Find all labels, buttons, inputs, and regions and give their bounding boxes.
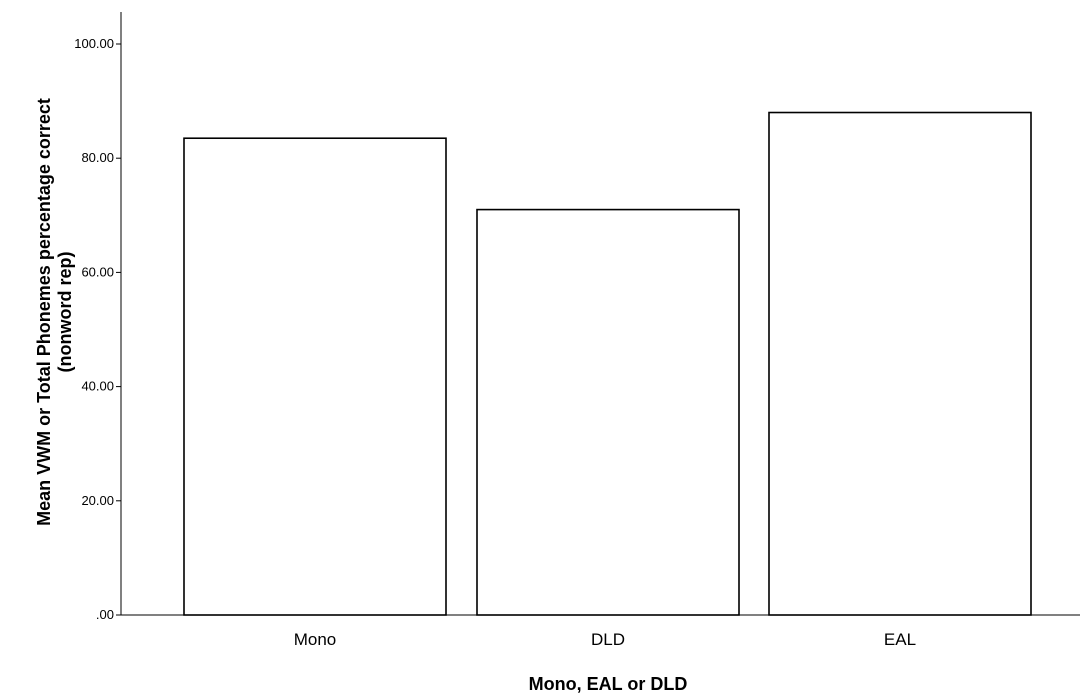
y-tick-label: 40.00 (81, 379, 114, 394)
bar-mono (183, 137, 447, 616)
y-tick-label: 60.00 (81, 264, 114, 279)
x-tick-label-mono: Mono (294, 630, 337, 649)
y-tick-label: 80.00 (81, 150, 114, 165)
y-tick-label: .00 (96, 607, 114, 622)
bars-group (183, 111, 1032, 616)
bar-eal (768, 111, 1032, 616)
y-axis-title: Mean VWM or Total Phonemes percentage co… (34, 98, 75, 526)
x-tick-label-eal: EAL (884, 630, 916, 649)
y-tick-label: 100.00 (74, 36, 114, 51)
x-axis-title: Mono, EAL or DLD (529, 674, 688, 694)
x-tick-label-dld: DLD (591, 630, 625, 649)
x-axis-tick-labels: Mono DLD EAL (294, 630, 916, 649)
bar-dld (476, 208, 740, 616)
y-tick-label: 20.00 (81, 493, 114, 508)
y-axis-title-line-1: Mean VWM or Total Phonemes percentage co… (34, 98, 54, 526)
y-axis-ticks: .00 20.00 40.00 60.00 80.00 100.00 (74, 36, 121, 622)
y-axis-title-line-2: (nonword rep) (55, 252, 75, 373)
